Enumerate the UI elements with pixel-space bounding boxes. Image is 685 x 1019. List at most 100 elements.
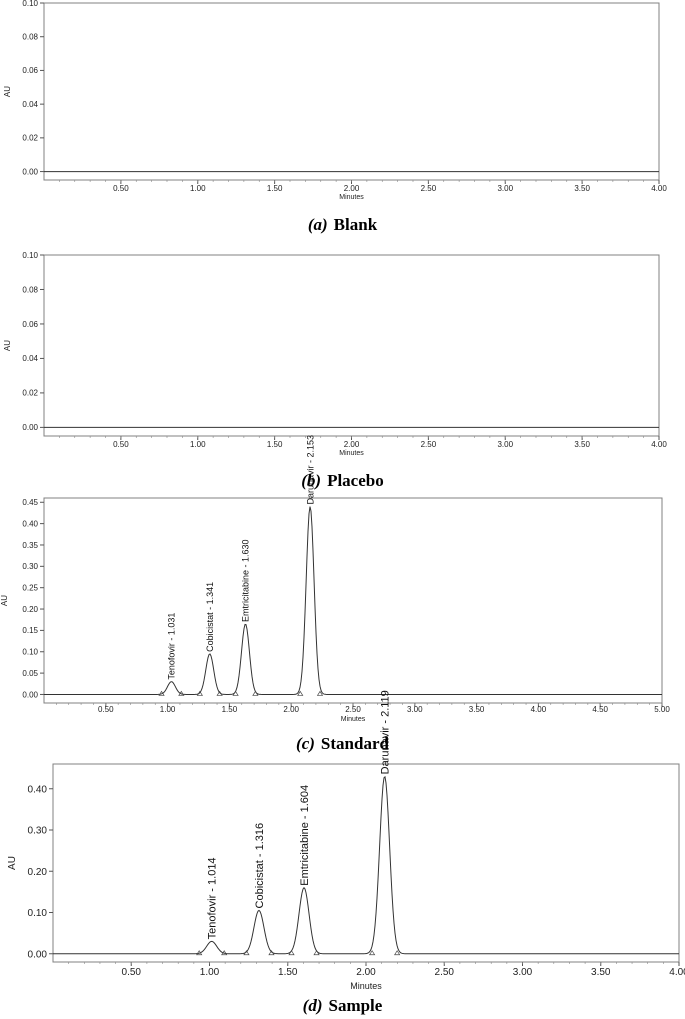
y-tick-label: 0.35 <box>22 541 38 550</box>
y-tick-label: 0.30 <box>28 826 48 837</box>
x-tick-label: 1.50 <box>267 440 283 449</box>
x-tick-label: 2.00 <box>356 967 376 978</box>
y-tick-label: 0.25 <box>22 583 38 592</box>
y-tick-label: 0.02 <box>22 389 38 398</box>
x-tick-label: 4.00 <box>651 440 667 449</box>
peak-label: Darunavir - 2.153 <box>305 435 315 505</box>
y-tick-label: 0.20 <box>28 867 48 878</box>
x-tick-label: 2.50 <box>345 705 361 714</box>
chart-3: 0.00 0.05 0.10 0.15 0.20 0.25 0.30 0.35 0.40 0.45… <box>0 435 670 723</box>
y-tick-label: 0.20 <box>22 605 38 614</box>
x-tick-label: 2.50 <box>435 967 455 978</box>
plot-frame <box>43 497 663 704</box>
x-tick-label: 4.00 <box>531 705 547 714</box>
peak-boundary-marker <box>268 950 275 956</box>
caption-c-label: (c) <box>296 734 315 753</box>
y-tick-label: 0.10 <box>22 251 38 260</box>
peak-boundary-marker <box>196 950 203 956</box>
x-tick-label: 1.00 <box>190 440 206 449</box>
y-axis-label: AU <box>7 856 18 870</box>
caption-a-text: Blank <box>333 215 378 234</box>
plot-frame <box>43 2 660 181</box>
y-tick-label: 0.00 <box>28 949 48 960</box>
chart-2: 0.00 0.02 0.04 0.06 0.08 0.10 0.50 1.00 1.50 2.00… <box>3 251 667 457</box>
x-tick-label: 3.50 <box>574 184 590 193</box>
x-axis-label: Minutes <box>350 981 382 991</box>
x-tick-label: 3.00 <box>513 967 533 978</box>
peak-boundary-marker <box>313 950 320 956</box>
x-tick-label: 1.00 <box>200 967 220 978</box>
y-axis-label: AU <box>3 340 12 351</box>
x-tick-label: 4.50 <box>592 705 608 714</box>
caption-c-text: Standard <box>320 734 389 753</box>
y-tick-label: 0.05 <box>22 669 38 678</box>
peak-boundary-marker <box>394 950 401 956</box>
y-axis-label: AU <box>3 86 12 97</box>
x-tick-label: 1.50 <box>222 705 238 714</box>
peak-label: Emtricitabine - 1.630 <box>241 539 251 622</box>
x-axis-label: Minutes <box>339 194 364 201</box>
peak-boundary-marker <box>243 950 250 956</box>
x-tick-label: 3.50 <box>574 440 590 449</box>
y-tick-label: 0.08 <box>22 33 38 42</box>
y-tick-label: 0.10 <box>28 908 48 919</box>
y-tick-label: 0.08 <box>22 285 38 294</box>
plot-frame <box>52 763 680 963</box>
peak-boundary-marker <box>216 690 223 696</box>
x-tick-label: 1.50 <box>267 184 283 193</box>
x-tick-label: 3.00 <box>497 440 513 449</box>
peak-label: Darunavir - 2.119 <box>379 690 391 774</box>
caption-d-text: Sample <box>328 996 383 1015</box>
peak-boundary-marker <box>288 950 295 956</box>
peak-boundary-marker <box>178 690 185 696</box>
y-tick-label: 0.06 <box>22 66 38 75</box>
x-tick-label: 0.50 <box>122 967 142 978</box>
peak-boundary-marker <box>297 690 304 696</box>
y-tick-label: 0.10 <box>22 0 38 8</box>
x-tick-label: 0.50 <box>113 440 129 449</box>
y-tick-label: 0.00 <box>22 690 38 699</box>
peak-label: Cobicistat - 1.341 <box>205 582 215 652</box>
peak-label: Cobicistat - 1.316 <box>254 823 266 909</box>
y-tick-label: 0.30 <box>22 562 38 571</box>
peak-label: Emtricitabine - 1.604 <box>299 785 311 886</box>
peak-boundary-marker <box>232 690 239 696</box>
y-tick-label: 0.04 <box>22 354 38 363</box>
x-axis-label: Minutes <box>339 450 364 457</box>
peak-boundary-marker <box>196 690 203 696</box>
y-tick-label: 0.00 <box>22 423 38 432</box>
x-axis-label: Minutes <box>341 716 366 723</box>
x-tick-label: 3.50 <box>469 705 485 714</box>
y-tick-label: 0.40 <box>22 519 38 528</box>
x-tick-label: 2.00 <box>344 184 360 193</box>
x-tick-label: 1.00 <box>160 705 176 714</box>
y-tick-label: 0.04 <box>22 100 38 109</box>
peak-boundary-marker <box>221 950 228 956</box>
y-tick-label: 0.15 <box>22 626 38 635</box>
chart-1: 0.00 0.02 0.04 0.06 0.08 0.10 0.50 1.00 1.50 2.00… <box>3 0 667 201</box>
x-tick-label: 2.00 <box>344 440 360 449</box>
y-axis-label: AU <box>0 595 9 606</box>
y-tick-label: 0.10 <box>22 648 38 657</box>
peak-label: Tenofovir - 1.014 <box>207 857 219 939</box>
chart-4: 0.00 0.10 0.20 0.30 0.40 0.50 1.00 1.50 2.00 2.50… <box>7 690 685 991</box>
y-tick-label: 0.40 <box>28 784 48 795</box>
caption-d-label: (d) <box>302 996 323 1015</box>
y-tick-label: 0.00 <box>22 167 38 176</box>
x-tick-label: 2.00 <box>283 705 299 714</box>
y-tick-label: 0.45 <box>22 498 38 507</box>
x-tick-label: 4.00 <box>669 967 685 978</box>
x-tick-label: 5.00 <box>654 705 670 714</box>
caption-a: (a) Blank <box>0 215 685 235</box>
caption-b: (b) Placebo <box>0 471 685 491</box>
y-tick-label: 0.06 <box>22 320 38 329</box>
x-tick-label: 1.50 <box>278 967 298 978</box>
peak-boundary-marker <box>316 690 324 696</box>
plot-frame <box>43 254 660 437</box>
x-tick-label: 4.00 <box>651 184 667 193</box>
x-tick-label: 3.00 <box>497 184 513 193</box>
peak-boundary-marker <box>368 950 376 956</box>
caption-c: (c) Standard <box>0 734 685 754</box>
x-tick-label: 0.50 <box>98 705 114 714</box>
